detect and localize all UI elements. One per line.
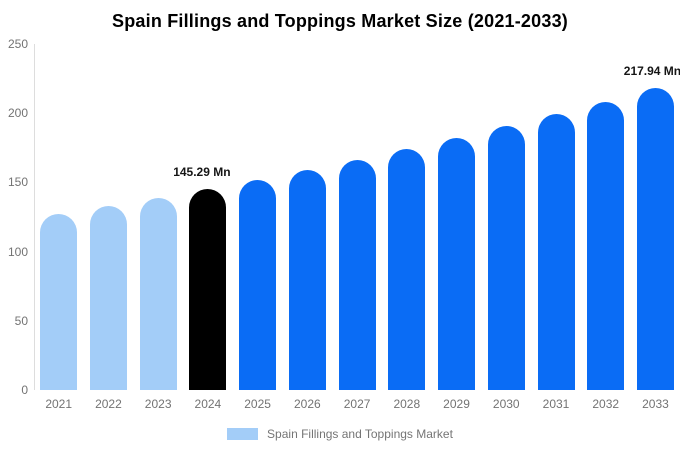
y-tick-label-50: 50 (14, 313, 28, 328)
x-tick-label-2024: 2024 (194, 397, 222, 411)
x-tick-label-2027: 2027 (343, 397, 371, 411)
value-label-2024: 145.29 Mn (173, 164, 231, 179)
value-label-2033: 217.94 Mn (623, 64, 680, 79)
bar-2031 (537, 114, 575, 390)
x-tick-label-2021: 2021 (45, 397, 73, 411)
x-tick-label-2026: 2026 (293, 397, 321, 411)
x-tick-label-2028: 2028 (393, 397, 421, 411)
x-tick-label-2022: 2022 (95, 397, 122, 411)
bar-2033 (636, 88, 674, 390)
x-tick-label-2033: 2033 (642, 397, 669, 411)
bar-2025 (239, 179, 277, 390)
bar-2029 (438, 138, 476, 390)
legend: Spain Fillings and Toppings Market (0, 426, 680, 442)
y-tick-label-250: 250 (7, 37, 28, 51)
y-tick-label-200: 200 (7, 106, 28, 121)
bar-2021 (40, 214, 78, 390)
x-tick-label-2030: 2030 (492, 397, 520, 411)
bar-2024 (189, 188, 227, 390)
bar-2027 (338, 159, 376, 390)
bar-2026 (288, 169, 326, 390)
x-tick-label-2023: 2023 (144, 397, 172, 411)
y-tick-label-150: 150 (7, 175, 28, 190)
bar-2022 (89, 206, 127, 390)
legend-label: Spain Fillings and Toppings Market (267, 427, 453, 441)
y-axis-line (34, 44, 35, 390)
bar-2032 (587, 101, 625, 390)
bar-2030 (487, 126, 525, 390)
y-tick-label-100: 100 (7, 244, 28, 259)
x-tick-label-2029: 2029 (443, 397, 470, 411)
x-tick-label-2031: 2031 (542, 397, 570, 411)
bar-2028 (388, 149, 426, 390)
legend-swatch (227, 428, 259, 440)
x-tick-label-2032: 2032 (592, 397, 620, 411)
x-tick-label-2025: 2025 (244, 397, 271, 411)
chart-title: Spain Fillings and Toppings Market Size … (112, 11, 568, 31)
bar-2023 (139, 197, 177, 390)
y-tick-label-0: 0 (21, 383, 28, 397)
